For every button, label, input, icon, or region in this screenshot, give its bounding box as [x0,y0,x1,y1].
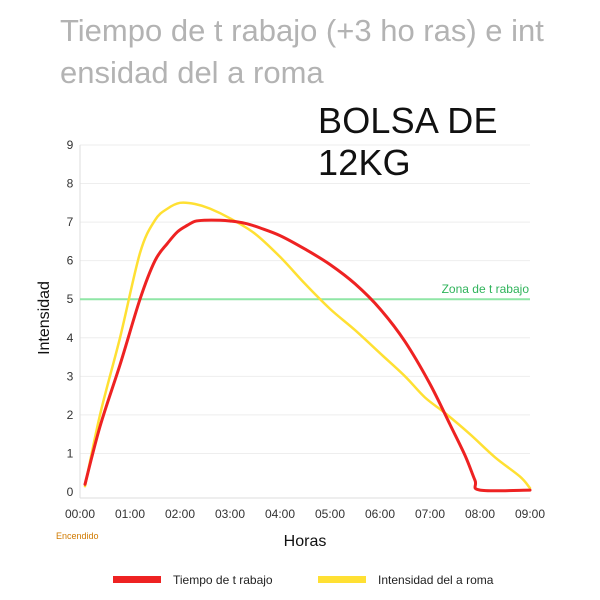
x-tick-label: 00:00 [65,507,95,521]
x-axis-title: Horas [284,533,327,550]
x-tick-label: 01:00 [115,507,145,521]
threshold-label: Zona de t rabajo [442,282,530,296]
legend-label: Tiempo de t rabajo [173,573,273,587]
x-tick-label: 05:00 [315,507,345,521]
y-tick-label: 6 [67,254,74,268]
legend: Tiempo de t rabajo Intensidad del a roma [113,573,494,587]
x-tick-labels: 00:00 01:00 02:00 03:00 04:00 05:00 06:00 07:00… [65,507,545,521]
x-tick-label: 02:00 [165,507,195,521]
threshold: Zona de t rabajo [80,282,530,301]
chart-title: Tiempo de t rabajo (+3 ho ras) e int ens… [60,13,544,90]
chart-subtitle: BOLSA DE 12KG [318,100,498,183]
y-tick-label: 4 [67,331,74,345]
y-tick-label: 1 [67,446,74,460]
x-tick-label: 07:00 [415,507,445,521]
x-tick-label: 04:00 [265,507,295,521]
y-tick-label: 9 [67,138,74,152]
legend-swatch [113,576,161,583]
legend-swatch [318,576,366,583]
x-annotation: Encendido [56,531,99,541]
x-tick-label: 06:00 [365,507,395,521]
y-tick-label: 8 [67,177,74,191]
axes [79,145,530,499]
y-tick-label: 0 [67,485,74,499]
y-tick-label: 5 [67,292,74,306]
y-tick-label: 7 [67,215,74,229]
y-tick-labels: 0 1 2 3 4 5 6 7 8 9 [67,138,74,499]
series-line-tiempo [83,218,532,493]
x-tick-label: 08:00 [465,507,495,521]
legend-label: Intensidad del a roma [378,573,494,587]
y-axis-title: Intensidad [36,281,53,355]
series-lines [83,201,532,493]
series-line-aroma [83,201,532,490]
x-tick-label: 09:00 [515,507,545,521]
x-tick-label: 03:00 [215,507,245,521]
y-tick-label: 3 [67,369,74,383]
y-tick-label: 2 [67,408,74,422]
